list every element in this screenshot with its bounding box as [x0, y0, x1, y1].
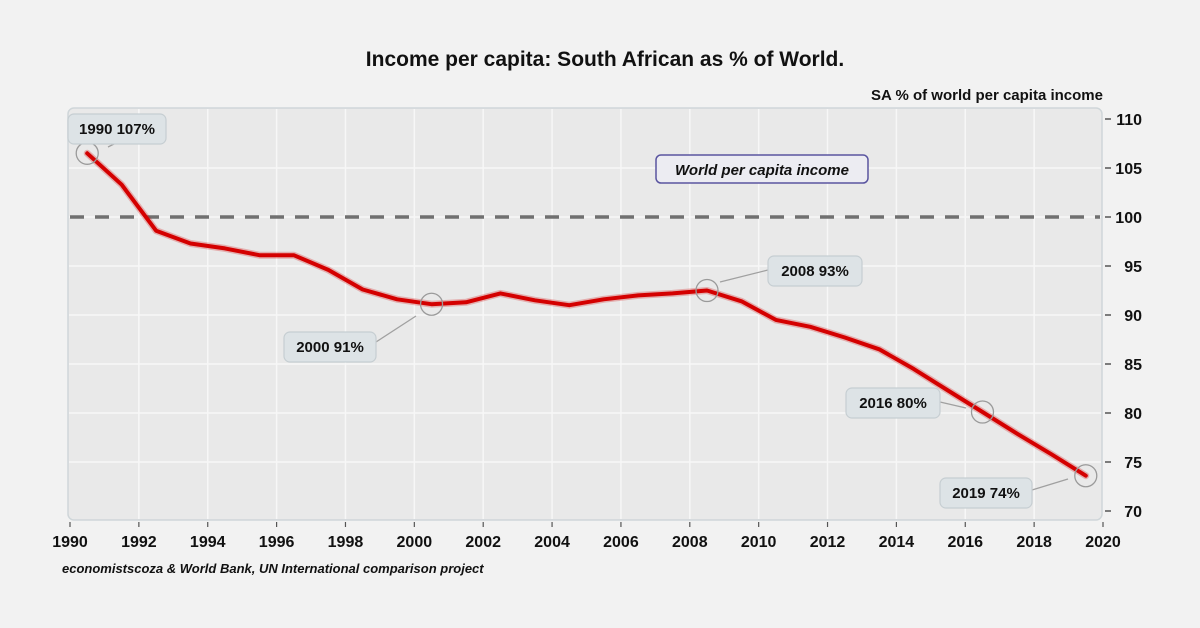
annotation: 2019 74% [939, 464, 1098, 509]
x-tick-label: 2008 [672, 534, 708, 551]
x-tick-label: 2018 [1016, 534, 1052, 551]
annotation: 2000 91% [283, 292, 444, 363]
x-tick-label: 1992 [121, 534, 157, 551]
reference-line-legend: World per capita income [655, 154, 869, 184]
y-tick-label: 75 [1124, 455, 1142, 472]
x-tick-label: 2016 [947, 534, 983, 551]
source-note: economistscoza & World Bank, UN Internat… [62, 561, 484, 576]
annotation-marker-circle [970, 400, 995, 424]
series-group [83, 149, 1090, 480]
annotation-marker-circle [1074, 464, 1098, 488]
annotation-label: 2008 93% [781, 263, 849, 280]
annotation-box [845, 387, 941, 419]
annotation-leader-line [375, 315, 417, 343]
x-tick-label: 2010 [741, 534, 777, 551]
grid-lines [69, 109, 1101, 519]
annotation-label: 1990 107% [79, 121, 155, 138]
annotation-marker-circle [695, 278, 719, 303]
annotation-marker-circle [419, 292, 444, 316]
annotation-box [67, 113, 167, 145]
annotation-leader-line [1031, 478, 1069, 491]
reference-legend-label: World per capita income [675, 162, 849, 179]
y-tick-label: 105 [1115, 161, 1142, 178]
x-tick-label: 2014 [879, 534, 915, 551]
x-tick-label: 2002 [465, 534, 501, 551]
annotation-label: 2019 74% [952, 485, 1020, 502]
y-tick-label: 110 [1116, 112, 1142, 129]
x-tick-label: 2012 [810, 534, 846, 551]
y-tick-label: 85 [1124, 357, 1142, 374]
y-tick-label: 90 [1124, 308, 1142, 325]
x-tick-label: 1998 [328, 534, 364, 551]
y-tick-label: 100 [1115, 210, 1142, 227]
annotation-box [283, 331, 377, 363]
x-tick-label: 1990 [52, 534, 88, 551]
plot-area [67, 107, 1103, 521]
annotation-label: 2016 80% [859, 395, 927, 412]
annotation-leader-line [939, 401, 967, 409]
annotation: 1990 107% [67, 113, 167, 165]
x-tick-label: 2006 [603, 534, 639, 551]
x-tick-label: 2020 [1085, 534, 1121, 551]
y-axis-label: SA % of world per capita income [871, 87, 1103, 104]
annotation: 2016 80% [845, 387, 995, 424]
annotation: 2008 93% [695, 255, 863, 303]
annotations-group: 1990 107% 2000 91% 2008 93% 2016 80% 2019 74… [67, 113, 1098, 509]
y-axis-ticks: 110 105 100 95 90 85 80 75 70 [1105, 112, 1142, 521]
chart-title: Income per capita: South African as % of… [366, 48, 844, 71]
x-tick-label: 2000 [397, 534, 433, 551]
annotation-label: 2000 91% [296, 339, 364, 356]
series-line-sa-income [85, 151, 1088, 478]
y-tick-label: 70 [1124, 504, 1142, 521]
annotation-box [767, 255, 863, 287]
x-tick-label: 1996 [259, 534, 295, 551]
x-axis-ticks: 1990 1992 1994 1996 1998 2000 2002 2004 2006 2008… [52, 522, 1121, 551]
reference-legend-box [655, 154, 869, 184]
annotation-leader-line [719, 269, 769, 283]
y-tick-label: 95 [1124, 259, 1142, 276]
x-tick-label: 2004 [534, 534, 570, 551]
annotation-box [939, 477, 1033, 509]
x-tick-label: 1994 [190, 534, 226, 551]
y-tick-label: 80 [1124, 406, 1142, 423]
